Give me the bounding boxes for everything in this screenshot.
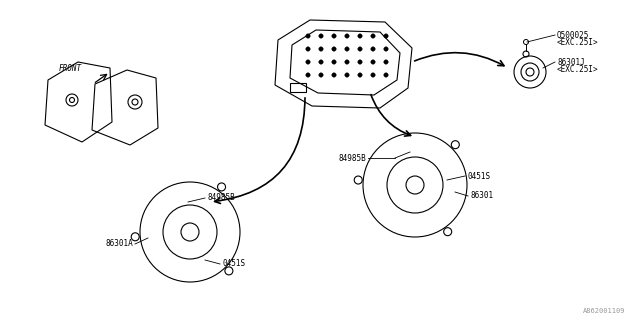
Circle shape	[319, 60, 323, 64]
Circle shape	[319, 34, 323, 38]
Circle shape	[358, 47, 362, 51]
Circle shape	[371, 34, 375, 38]
Circle shape	[358, 34, 362, 38]
Text: <EXC.25I>: <EXC.25I>	[557, 65, 598, 74]
Circle shape	[345, 47, 349, 51]
Circle shape	[345, 34, 349, 38]
Circle shape	[371, 60, 375, 64]
Circle shape	[345, 73, 349, 77]
Text: 0451S: 0451S	[222, 260, 245, 268]
Text: <EXC.25I>: <EXC.25I>	[557, 37, 598, 46]
Circle shape	[384, 60, 388, 64]
Circle shape	[371, 47, 375, 51]
Circle shape	[306, 60, 310, 64]
Text: Q500025: Q500025	[557, 30, 589, 39]
Circle shape	[306, 34, 310, 38]
Circle shape	[319, 73, 323, 77]
Circle shape	[384, 47, 388, 51]
Circle shape	[358, 60, 362, 64]
Circle shape	[319, 47, 323, 51]
Circle shape	[332, 34, 336, 38]
Circle shape	[345, 60, 349, 64]
Text: 86301A: 86301A	[105, 239, 133, 249]
Circle shape	[371, 73, 375, 77]
Text: 84985B: 84985B	[339, 154, 366, 163]
Text: FRONT: FRONT	[58, 63, 81, 73]
Circle shape	[384, 34, 388, 38]
Text: A862001109: A862001109	[582, 308, 625, 314]
Text: 86301J: 86301J	[557, 58, 585, 67]
Circle shape	[332, 73, 336, 77]
Circle shape	[332, 47, 336, 51]
Circle shape	[306, 73, 310, 77]
Circle shape	[384, 73, 388, 77]
Circle shape	[332, 60, 336, 64]
Text: 84985B: 84985B	[207, 194, 235, 203]
Text: 86301: 86301	[470, 191, 493, 201]
Circle shape	[306, 47, 310, 51]
Bar	[290, 83, 306, 92]
Circle shape	[358, 73, 362, 77]
Text: 0451S: 0451S	[467, 172, 490, 180]
